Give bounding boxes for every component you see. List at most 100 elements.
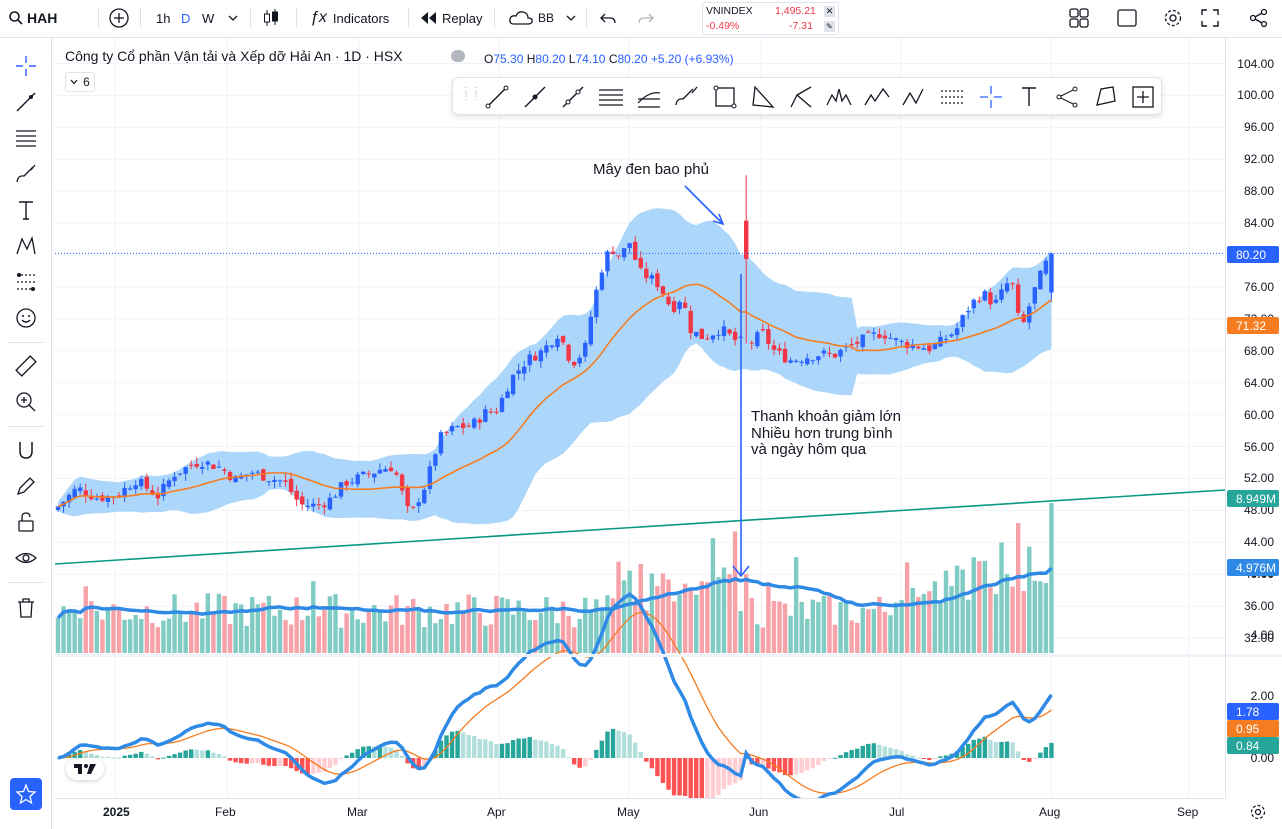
undo-button[interactable]	[600, 0, 616, 36]
bollinger-band	[58, 208, 1052, 525]
macd-histogram-bar	[139, 751, 144, 758]
volume-bar	[688, 590, 693, 653]
macd-histogram-bar	[1032, 758, 1037, 759]
indicators-collapse[interactable]: 6	[65, 72, 95, 92]
edit-icon[interactable]: ✎	[824, 21, 835, 32]
annotation-liquidity-1[interactable]: Thanh khoản giảm lớn	[751, 408, 901, 425]
annotation-cloud[interactable]: Mây đen bao phủ	[593, 161, 709, 178]
price-tick-label: 44.00	[1243, 535, 1274, 550]
candle-body	[294, 490, 299, 500]
interval-d[interactable]: D	[181, 10, 191, 26]
volume-bar	[255, 604, 260, 653]
pattern-tool[interactable]	[10, 230, 42, 262]
brush-tool[interactable]	[10, 158, 42, 190]
compare-quote-card[interactable]: VNINDEX 1,495.21 -0.49% -7.31 ✕ ✎	[702, 2, 839, 35]
chart-type-button[interactable]	[262, 0, 280, 36]
remove-drawings-tool[interactable]	[10, 592, 42, 624]
fib-tool[interactable]	[10, 122, 42, 154]
macd-histogram-bar	[882, 746, 888, 758]
close-icon[interactable]: ✕	[824, 6, 835, 17]
open-value: 75.30	[493, 52, 524, 66]
brush-icon[interactable]	[673, 83, 701, 111]
candle-body	[89, 496, 94, 500]
macd-histogram-bar	[394, 749, 399, 758]
main-chart[interactable]	[55, 38, 1225, 798]
elliott-wave-icon[interactable]	[863, 83, 891, 111]
drag-handle-icon[interactable]: ⋮⋮ ⋮⋮	[461, 86, 481, 102]
abcd-pattern-icon[interactable]	[901, 83, 929, 111]
volume-bar	[383, 621, 388, 653]
volume-bar	[810, 599, 815, 653]
candle-body	[710, 335, 716, 340]
visibility-tool[interactable]	[10, 542, 42, 574]
candle-body	[755, 332, 760, 347]
prediction-tool[interactable]	[10, 266, 42, 298]
pane-separator[interactable]	[55, 654, 1282, 657]
annotation-liquidity-3[interactable]: và ngày hôm qua	[751, 441, 867, 458]
bb-dropdown[interactable]	[566, 0, 576, 36]
layout-button[interactable]	[1068, 0, 1090, 36]
zoom-tool[interactable]	[10, 386, 42, 418]
price-scale[interactable]: 104.00100.0096.0092.0088.0084.0080.0076.…	[1225, 38, 1282, 798]
axis-settings-button[interactable]	[1248, 802, 1268, 827]
rectangle-icon[interactable]	[711, 83, 739, 111]
text-tool[interactable]	[10, 194, 42, 226]
volume-bar	[377, 609, 383, 653]
legend-toggle[interactable]	[451, 50, 465, 62]
annotation-liquidity-2[interactable]: Nhiều hơn trung bình	[751, 425, 893, 442]
indicators-button[interactable]: ƒx Indicators	[310, 0, 389, 36]
stay-drawing-tool[interactable]	[10, 470, 42, 502]
interval-1h[interactable]: 1h	[156, 10, 171, 26]
volume-bar	[1021, 591, 1026, 653]
fullscreen-button[interactable]	[1200, 0, 1220, 36]
emoji-tool[interactable]	[10, 302, 42, 334]
ruler-tool[interactable]	[10, 350, 42, 382]
volume-bar	[166, 618, 172, 653]
text-icon[interactable]	[1015, 83, 1043, 111]
crosshair-icon[interactable]	[977, 83, 1005, 111]
magnet-tool[interactable]	[10, 434, 42, 466]
macd-histogram-bar	[1021, 758, 1026, 761]
path-icon[interactable]	[787, 83, 815, 111]
macd-histogram-bar	[610, 729, 616, 758]
date-range-icon[interactable]	[939, 83, 967, 111]
replay-button[interactable]: Replay	[420, 0, 482, 36]
favorites-button[interactable]	[10, 778, 42, 810]
interval-w[interactable]: W	[202, 10, 215, 26]
volume-bar	[888, 615, 893, 653]
polyline-icon[interactable]	[1091, 83, 1119, 111]
tradingview-logo[interactable]	[66, 758, 104, 780]
share-button[interactable]	[1248, 0, 1270, 36]
lock-tool[interactable]	[10, 506, 42, 538]
volume-ma-badge: 4.976M	[1227, 559, 1279, 576]
candle-body	[516, 370, 521, 374]
macd-histogram-bar	[266, 758, 272, 766]
candle-body	[227, 471, 233, 480]
share-line-icon[interactable]	[1053, 83, 1081, 111]
time-axis[interactable]: 2025 Feb Mar Apr May Jun Jul Aug Sep	[55, 798, 1225, 829]
macd-histogram-bar	[83, 751, 88, 758]
add-symbol-button[interactable]	[108, 0, 130, 36]
settings-button[interactable]	[1162, 0, 1184, 36]
redo-button[interactable]	[638, 0, 654, 36]
extended-line-icon[interactable]	[559, 83, 587, 111]
interval-dropdown[interactable]	[228, 0, 238, 36]
fib-retracement-icon[interactable]	[635, 83, 663, 111]
volume-bar	[72, 610, 77, 653]
parallel-channel-icon[interactable]	[597, 83, 625, 111]
macd-histogram-bar	[793, 758, 799, 775]
candle-body	[699, 328, 704, 340]
symbol-search[interactable]: HAH	[8, 0, 57, 36]
line-icon[interactable]	[483, 83, 511, 111]
ray-icon[interactable]	[521, 83, 549, 111]
triangle-icon[interactable]	[749, 83, 777, 111]
candle-body	[177, 473, 183, 475]
volume-bar	[327, 596, 333, 653]
measure-icon[interactable]	[1129, 83, 1157, 111]
volume-bar	[505, 599, 510, 653]
trend-line-tool[interactable]	[10, 86, 42, 118]
bb-button[interactable]: BB	[508, 0, 554, 36]
head-shoulders-icon[interactable]	[825, 83, 853, 111]
window-button[interactable]	[1116, 0, 1138, 36]
crosshair-tool[interactable]	[10, 50, 42, 82]
